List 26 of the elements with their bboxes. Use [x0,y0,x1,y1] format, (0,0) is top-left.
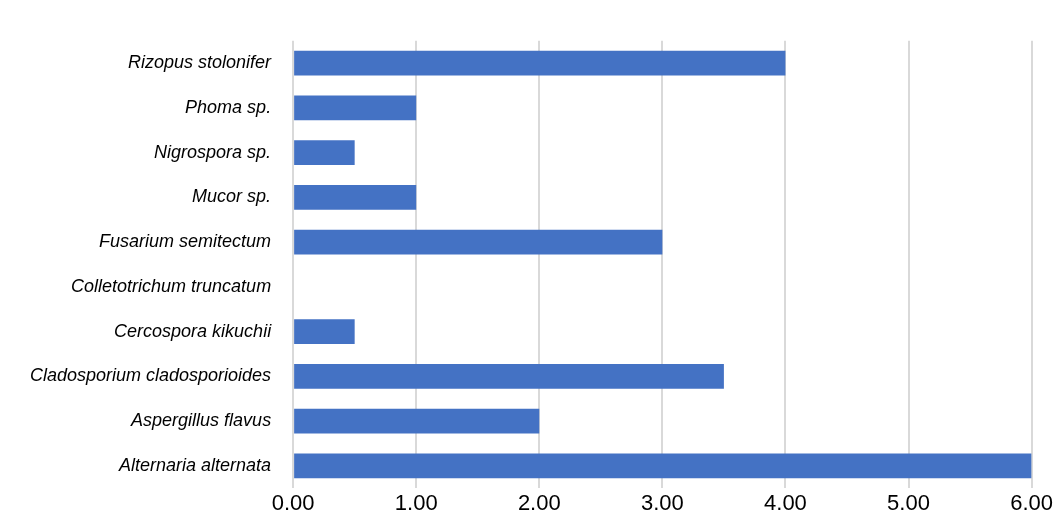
y-tick-label: Colletotrichum truncatum [71,275,272,296]
y-tick-label: Fusarium semitectum [99,231,272,252]
x-tick-label: 4.00 [764,490,807,516]
x-tick-label: 2.00 [517,490,561,516]
bar [294,319,355,344]
bar [294,95,417,121]
x-tick-label: 5.00 [887,490,930,516]
x-tick-label: 0.00 [271,490,315,516]
y-tick-label: Alternaria alternata [118,454,272,475]
y-tick-label: Phoma sp. [185,96,272,117]
bar [294,229,663,255]
y-tick-label: Rizopus stolonifer [128,52,273,73]
bar [294,364,724,389]
bar [294,140,355,165]
x-tick-label: 6.00 [1010,490,1053,516]
bar [294,453,1032,479]
y-tick-label: Cladosporium cladosporioides [29,365,272,386]
x-tick-label: 3.00 [640,490,684,516]
bar [294,408,540,434]
y-tick-label: Aspergillus flavus [130,410,272,431]
y-tick-label: Nigrospora sp. [154,141,272,162]
y-tick-label: Mucor sp. [192,186,272,207]
bar [294,50,786,76]
bar [294,185,417,210]
x-tick-label: 1.00 [394,490,438,516]
y-tick-label: Cercospora kikuchii [114,320,273,341]
